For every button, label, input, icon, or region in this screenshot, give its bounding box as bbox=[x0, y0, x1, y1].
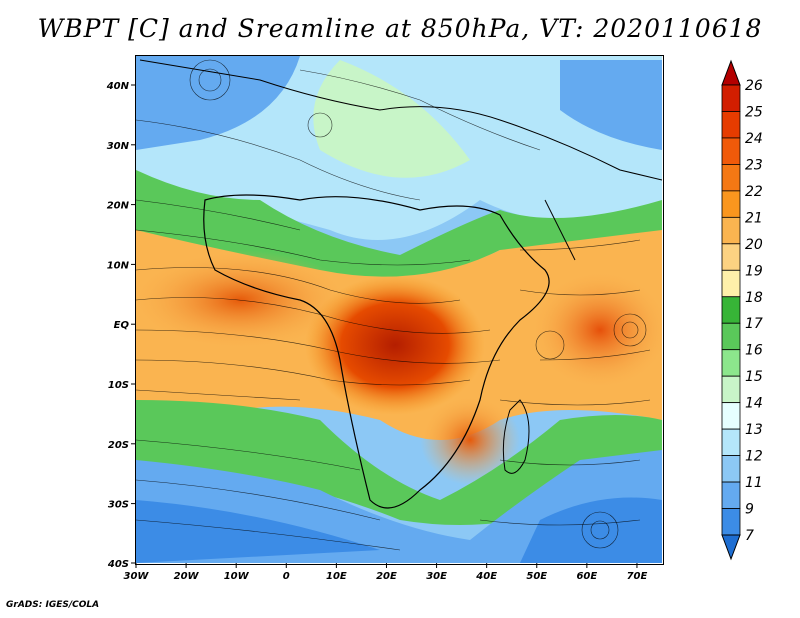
africa-outline bbox=[203, 194, 550, 509]
colorbar-level-label: 9 bbox=[745, 502, 754, 518]
lat-tick-label: 20S bbox=[108, 440, 129, 451]
lat-tick-label: 10S bbox=[108, 380, 129, 391]
colorbar-segment bbox=[721, 164, 741, 192]
lon-tick-label: 50E bbox=[526, 571, 547, 582]
colorbar-level-label: 12 bbox=[745, 449, 763, 465]
lon-tick-label: 60E bbox=[576, 571, 597, 582]
colorbar-segment bbox=[721, 375, 741, 404]
colorbar-level-label: 14 bbox=[745, 396, 763, 412]
colorbar-segment bbox=[721, 349, 741, 377]
colorbar-level-label: 13 bbox=[745, 422, 763, 438]
lat-tick-label: EQ bbox=[114, 320, 130, 331]
colorbar-segment bbox=[721, 243, 741, 271]
colorbar-level-label: 15 bbox=[745, 369, 763, 385]
colorbar-level-label: 16 bbox=[745, 343, 763, 359]
colorbar-level-label: 20 bbox=[745, 237, 763, 253]
colorbar-segment bbox=[721, 428, 741, 456]
colorbar-level-label: 18 bbox=[745, 290, 763, 306]
colorbar-segment bbox=[721, 137, 741, 165]
lat-tick-label: 40N bbox=[106, 81, 130, 92]
madagascar-outline bbox=[502, 399, 530, 474]
colorbar-top-arrow bbox=[721, 59, 741, 86]
lon-tick-label: 40E bbox=[475, 571, 497, 582]
grads-credit: GrADS: IGES/COLA bbox=[6, 600, 100, 610]
colorbar-segment bbox=[721, 84, 741, 112]
colorbar-level-label: 19 bbox=[745, 263, 763, 279]
lon-tick-label: 70E bbox=[627, 571, 648, 582]
lon-tick-label: 10E bbox=[326, 571, 347, 582]
colorbar-level-label: 24 bbox=[745, 131, 763, 147]
lat-tick-label: 30S bbox=[108, 500, 129, 511]
lon-tick-label: 20W bbox=[174, 571, 200, 582]
colorbar-level-label: 25 bbox=[745, 104, 763, 120]
lat-tick-label: 30N bbox=[107, 141, 130, 152]
colorbar-level-label: 23 bbox=[745, 157, 763, 173]
lat-tick-label: 20N bbox=[107, 201, 130, 212]
map-title: WBPT [C] and Sreamline at 850hPa, VT: 20… bbox=[37, 14, 763, 43]
lon-tick-label: 0 bbox=[283, 571, 290, 582]
colorbar-segment bbox=[721, 508, 741, 536]
colorbar-level-label: 7 bbox=[745, 528, 754, 544]
colorbar-segment bbox=[721, 322, 741, 351]
map-frame bbox=[135, 55, 664, 565]
arabia-outline bbox=[544, 199, 576, 261]
colorbar-segment bbox=[721, 216, 741, 245]
colorbar-segment bbox=[721, 481, 741, 509]
colorbar: 26 25 24 23 22 21 20 19 18 17 16 15 14 13 12 11 9 7 bbox=[721, 59, 763, 561]
lon-tick-label: 30E bbox=[426, 571, 447, 582]
colorbar-level-label: 21 bbox=[745, 210, 763, 226]
colorbar-segment bbox=[721, 455, 741, 483]
colorbar-level-label: 11 bbox=[745, 475, 763, 491]
colorbar-level-label: 26 bbox=[745, 78, 763, 94]
colorbar-level-label: 17 bbox=[745, 316, 763, 332]
lat-tick-label: 40S bbox=[107, 559, 129, 570]
longitude-axis: 30W 20W 10W 0 10E 20E 30E 40E 50E 60E 70E bbox=[124, 563, 648, 582]
wbpt-field bbox=[136, 56, 662, 563]
colorbar-bottom-arrow bbox=[721, 534, 741, 561]
colorbar-segment bbox=[721, 111, 741, 139]
latitude-axis: 40N 30N 20N 10N EQ 10S 20S 30S 40S bbox=[106, 81, 136, 570]
colorbar-segment bbox=[721, 296, 741, 324]
lon-tick-label: 10W bbox=[224, 571, 250, 582]
colorbar-segment bbox=[721, 402, 741, 430]
lon-tick-label: 30W bbox=[124, 571, 150, 582]
eurasia-outline bbox=[139, 59, 662, 181]
colorbar-segment bbox=[721, 190, 741, 218]
colorbar-segment bbox=[721, 269, 741, 298]
streamlines bbox=[136, 59, 651, 551]
colorbar-level-label: 22 bbox=[745, 184, 763, 200]
lon-tick-label: 20E bbox=[376, 571, 397, 582]
lat-tick-label: 10N bbox=[107, 260, 130, 271]
